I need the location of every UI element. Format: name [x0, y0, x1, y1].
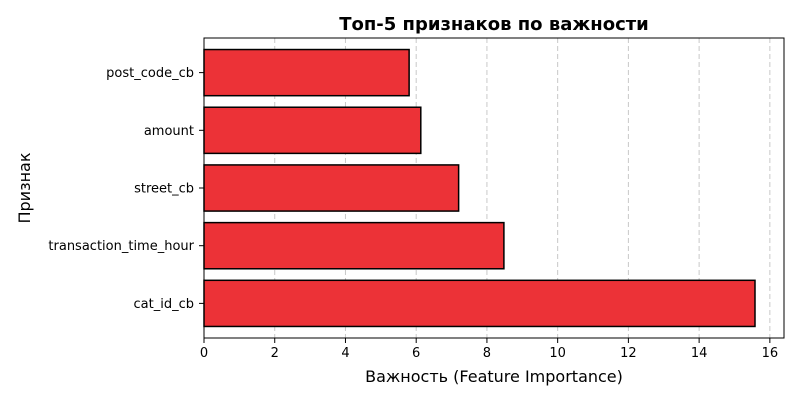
y-tick-label: street_cb: [134, 182, 194, 197]
y-tick-label: transaction_time_hour: [48, 239, 194, 254]
bar-transaction_time_hour: [203, 221, 505, 270]
bar-cat_id_cb: [203, 279, 756, 328]
x-tick-label: 14: [691, 346, 708, 361]
x-tick-label: 10: [549, 346, 566, 361]
y-axis-label: Признак: [15, 152, 34, 223]
y-tick-label: cat_id_cb: [134, 297, 194, 312]
x-tick-label: 0: [200, 346, 208, 361]
bars: [203, 48, 756, 328]
x-tick-label: 6: [412, 346, 420, 361]
bar-post_code_cb: [203, 48, 410, 97]
chart-title: Топ-5 признаков по важности: [339, 14, 649, 35]
y-axis-ticks: cat_id_cb transaction_time_hour street_cb a…: [48, 66, 204, 312]
x-tick-label: 4: [341, 346, 349, 361]
x-tick-label: 8: [483, 346, 491, 361]
y-tick-label: post_code_cb: [106, 66, 194, 81]
x-axis-label: Важность (Feature Importance): [365, 367, 623, 386]
y-tick-label: amount: [144, 124, 194, 139]
bar-street_cb: [203, 164, 460, 212]
x-tick-label: 16: [762, 346, 779, 361]
bar-amount: [203, 106, 422, 155]
x-tick-label: 2: [271, 346, 279, 361]
x-tick-label: 12: [620, 346, 637, 361]
x-axis-ticks: 0 2 4 6 8 10 12 14 16: [200, 338, 778, 361]
